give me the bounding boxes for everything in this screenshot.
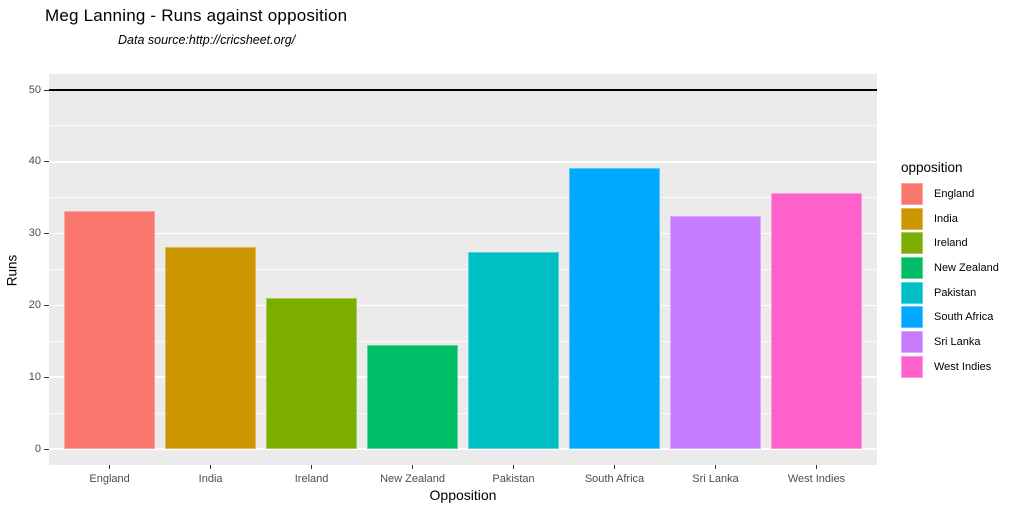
bar-india	[165, 246, 257, 449]
legend-label: West Indies	[934, 360, 992, 373]
legend-label: Sri Lanka	[934, 336, 981, 349]
x-tick-label-south-africa: South Africa	[584, 473, 645, 485]
legend-swatch-west-indies	[901, 355, 923, 378]
legend-item-south-africa: South Africa	[901, 306, 999, 329]
legend-item-ireland: Ireland	[901, 232, 999, 255]
y-tick	[44, 89, 49, 91]
y-tick	[44, 304, 49, 306]
y-tick-label-50: 50	[28, 83, 41, 96]
legend-item-england: England	[901, 183, 999, 205]
bar-sri-lanka	[669, 215, 761, 449]
plot-panel	[49, 74, 877, 465]
gridline-major	[49, 232, 877, 235]
x-tick-label-new-zealand: New Zealand	[380, 473, 445, 485]
gridline-major	[49, 448, 877, 450]
bar-new-zealand	[367, 344, 459, 449]
gridline-minor	[49, 412, 877, 414]
x-tick	[513, 465, 515, 469]
gridline-minor	[49, 269, 877, 270]
x-tick-label-england: England	[89, 473, 130, 485]
y-tick	[44, 233, 49, 235]
legend-label: India	[934, 212, 958, 225]
legend-swatch-south-africa	[901, 306, 923, 329]
gridline-major	[49, 161, 877, 163]
legend-label: England	[934, 188, 975, 200]
legend-swatch-sri-lanka	[901, 331, 923, 354]
y-tick	[44, 376, 49, 378]
y-tick	[44, 161, 49, 163]
x-tick	[815, 465, 817, 469]
legend: opposition England India Ireland New Zealan…	[901, 160, 999, 378]
chart-subtitle: Data source:http://cricsheet.org/	[118, 33, 296, 47]
legend-title: opposition	[901, 160, 963, 175]
y-tick-label-30: 30	[28, 227, 41, 240]
y-tick-label-40: 40	[28, 155, 41, 168]
y-axis-title: Runs	[4, 254, 20, 287]
x-tick-label-west-indies: West Indies	[787, 473, 846, 485]
legend-label: Ireland	[934, 237, 968, 250]
legend-item-west-indies: West Indies	[901, 355, 999, 378]
legend-swatch-india	[901, 207, 923, 230]
reference-line-50	[49, 89, 877, 91]
legend-item-pakistan: Pakistan	[901, 281, 999, 304]
legend-items: England India Ireland New Zealand Pakistan So…	[901, 183, 999, 378]
x-tick-label-ireland: Ireland	[294, 473, 329, 485]
y-tick-label-10: 10	[28, 370, 41, 383]
x-tick	[412, 465, 414, 469]
x-tick	[210, 465, 212, 469]
y-tick	[44, 448, 49, 450]
x-tick	[311, 465, 313, 469]
chart-title: Meg Lanning - Runs against opposition	[45, 6, 348, 25]
bar-ireland	[266, 298, 358, 449]
bar-south-africa	[569, 167, 660, 449]
bar-england	[64, 211, 156, 449]
bar-pakistan	[468, 251, 560, 449]
x-tick-label-pakistan: Pakistan	[492, 473, 535, 485]
legend-label: Pakistan	[934, 286, 977, 299]
legend-item-new-zealand: New Zealand	[901, 257, 999, 280]
legend-item-sri-lanka: Sri Lanka	[901, 331, 999, 354]
legend-swatch-ireland	[901, 232, 923, 255]
x-tick	[109, 465, 111, 469]
legend-label: New Zealand	[934, 262, 999, 275]
gridline-minor	[49, 197, 877, 199]
y-tick-label-20: 20	[28, 298, 41, 311]
legend-swatch-new-zealand	[901, 257, 923, 280]
bar-west-indies	[770, 192, 862, 449]
legend-item-india: India	[901, 207, 999, 230]
legend-swatch-pakistan	[901, 281, 923, 304]
gridline-major	[49, 376, 877, 378]
x-tick-label-india: India	[198, 473, 223, 485]
x-axis-title: Opposition	[429, 487, 497, 503]
x-tick-label-sri-lanka: Sri Lanka	[692, 473, 739, 485]
legend-swatch-england	[901, 183, 923, 205]
x-tick	[614, 465, 615, 469]
gridline-minor	[49, 340, 877, 342]
legend-label: South Africa	[934, 311, 994, 324]
gridline-major	[49, 304, 877, 307]
gridline-minor	[49, 125, 877, 127]
y-tick-label-0: 0	[34, 442, 41, 455]
x-tick	[714, 465, 716, 469]
